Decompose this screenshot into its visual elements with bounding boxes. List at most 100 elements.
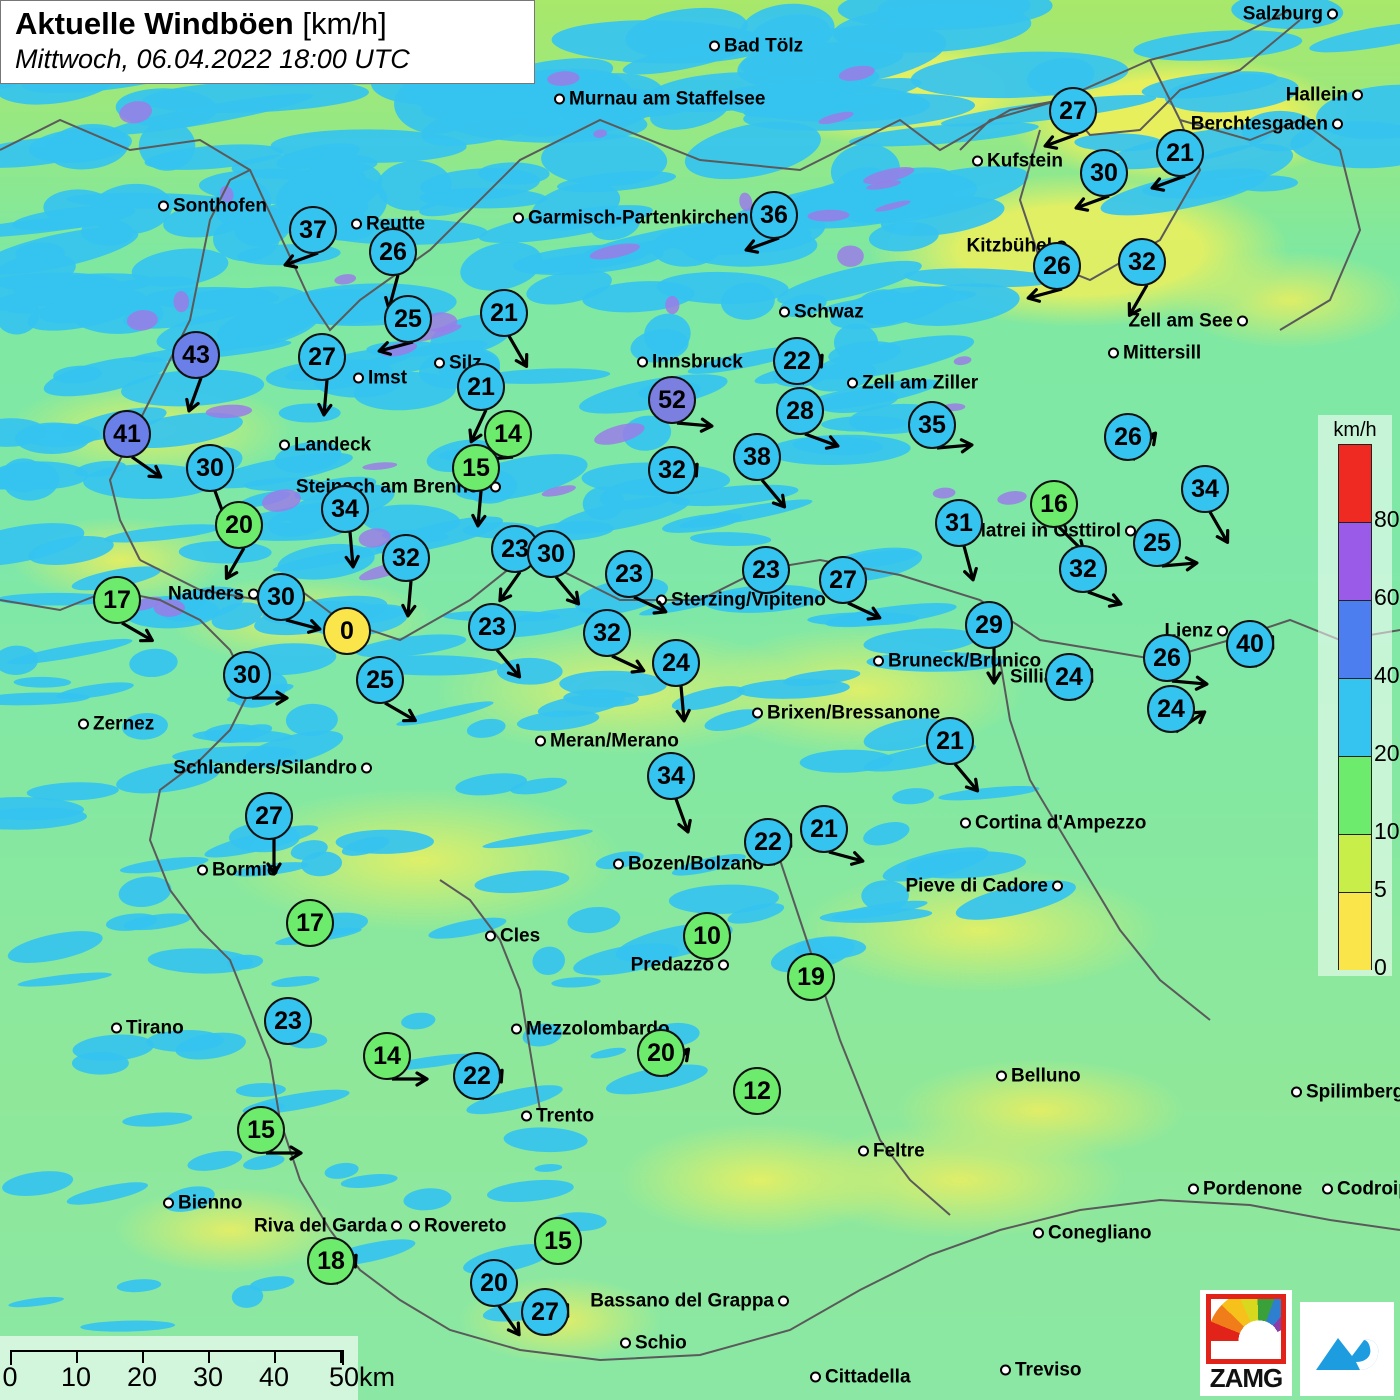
gust-value-badge[interactable]: 27 — [521, 1288, 569, 1336]
gust-value-badge[interactable]: 21 — [480, 289, 528, 337]
gust-value-badge[interactable]: 41 — [103, 410, 151, 458]
gust-value-badge[interactable]: 26 — [1033, 242, 1081, 290]
gust-value-badge[interactable]: 30 — [1080, 149, 1128, 197]
station-marker[interactable]: 0 — [323, 607, 371, 655]
station-marker[interactable]: 32 — [583, 609, 646, 674]
gust-value-badge[interactable]: 34 — [321, 485, 369, 533]
station-marker[interactable]: 26 — [1026, 242, 1081, 303]
station-marker[interactable]: 17 — [286, 899, 334, 947]
gust-value-badge[interactable]: 15 — [534, 1217, 582, 1265]
station-marker[interactable]: 26 — [369, 228, 417, 311]
station-marker[interactable]: 34 — [647, 752, 695, 834]
station-marker[interactable]: 19 — [787, 953, 835, 1001]
gust-value-badge[interactable]: 32 — [648, 446, 696, 494]
station-marker[interactable]: 14 — [363, 1032, 429, 1087]
gust-value-badge[interactable]: 27 — [819, 556, 867, 604]
gust-value-badge[interactable]: 23 — [468, 603, 516, 651]
station-marker[interactable]: 37 — [283, 206, 337, 269]
station-marker[interactable]: 25 — [356, 656, 417, 723]
station-marker[interactable]: 24 — [1147, 685, 1207, 734]
gust-value-badge[interactable]: 30 — [186, 444, 234, 492]
gust-value-badge[interactable]: 17 — [93, 576, 141, 624]
gust-value-badge[interactable]: 40 — [1226, 620, 1274, 668]
station-marker[interactable]: 34 — [1181, 465, 1230, 544]
gust-value-badge[interactable]: 30 — [527, 530, 575, 578]
station-marker[interactable]: 22 — [453, 1052, 504, 1100]
gust-value-badge[interactable]: 35 — [908, 401, 956, 449]
gust-value-badge[interactable]: 20 — [470, 1259, 518, 1307]
station-marker[interactable]: 21 — [457, 363, 505, 444]
gust-value-badge[interactable]: 22 — [773, 337, 821, 385]
station-marker[interactable]: 26 — [1104, 413, 1158, 462]
station-marker[interactable]: 30 — [223, 651, 289, 706]
gust-value-badge[interactable]: 32 — [1059, 545, 1107, 593]
gust-value-badge[interactable]: 38 — [733, 433, 781, 481]
gust-value-badge[interactable]: 52 — [648, 376, 696, 424]
gust-value-badge[interactable]: 23 — [742, 546, 790, 594]
station-marker[interactable]: 32 — [648, 446, 699, 494]
gust-value-badge[interactable]: 26 — [1143, 634, 1191, 682]
station-marker[interactable]: 23 — [605, 550, 668, 615]
station-marker[interactable]: 10 — [683, 912, 731, 960]
station-marker[interactable]: 25 — [377, 295, 432, 356]
gust-value-badge[interactable]: 24 — [1045, 653, 1093, 701]
gust-value-badge[interactable]: 12 — [733, 1067, 781, 1115]
station-marker[interactable]: 24 — [652, 639, 700, 723]
station-marker[interactable]: 27 — [245, 792, 293, 876]
station-marker[interactable]: 26 — [1143, 634, 1209, 691]
gust-value-badge[interactable]: 30 — [257, 573, 305, 621]
gust-value-badge[interactable]: 26 — [369, 228, 417, 276]
station-marker[interactable]: 20 — [470, 1259, 521, 1337]
station-marker[interactable]: 23 — [264, 997, 312, 1045]
station-marker[interactable]: 32 — [1118, 238, 1166, 317]
station-marker[interactable]: 24 — [1045, 653, 1094, 701]
station-marker[interactable]: 32 — [382, 534, 430, 618]
gust-value-badge[interactable]: 24 — [1147, 685, 1195, 733]
gust-value-badge[interactable]: 32 — [1118, 238, 1166, 286]
station-marker[interactable]: 30 — [1074, 149, 1128, 212]
gust-value-badge[interactable]: 0 — [323, 607, 371, 655]
gust-value-badge[interactable]: 32 — [583, 609, 631, 657]
station-marker[interactable]: 52 — [648, 376, 714, 433]
station-marker[interactable]: 21 — [1150, 129, 1204, 192]
gust-value-badge[interactable]: 22 — [744, 818, 792, 866]
gust-value-badge[interactable]: 30 — [223, 651, 271, 699]
station-marker[interactable]: 16 — [1030, 480, 1086, 554]
gust-value-badge[interactable]: 27 — [245, 792, 293, 840]
gust-value-badge[interactable]: 18 — [307, 1237, 355, 1285]
gust-value-badge[interactable]: 24 — [652, 639, 700, 687]
station-marker[interactable]: 30 — [527, 530, 581, 606]
gust-value-badge[interactable]: 19 — [787, 953, 835, 1001]
station-marker[interactable]: 27 — [521, 1288, 570, 1336]
station-marker[interactable]: 23 — [742, 546, 790, 594]
gust-value-badge[interactable]: 10 — [683, 912, 731, 960]
gust-value-badge[interactable]: 34 — [647, 752, 695, 800]
gust-value-badge[interactable]: 27 — [298, 333, 346, 381]
gust-value-badge[interactable]: 23 — [605, 550, 653, 598]
gust-value-badge[interactable]: 27 — [1049, 87, 1097, 135]
station-marker[interactable]: 18 — [307, 1237, 358, 1285]
station-marker[interactable]: 27 — [298, 333, 346, 417]
gust-value-badge[interactable]: 15 — [452, 444, 500, 492]
gust-value-badge[interactable]: 36 — [750, 191, 798, 239]
gust-value-badge[interactable]: 20 — [215, 501, 263, 549]
station-marker[interactable]: 21 — [480, 289, 529, 368]
gust-value-badge[interactable]: 32 — [382, 534, 430, 582]
gust-value-badge[interactable]: 28 — [776, 387, 824, 435]
station-marker[interactable]: 30 — [186, 444, 234, 526]
station-marker[interactable]: 43 — [172, 331, 220, 413]
station-marker[interactable]: 21 — [926, 717, 980, 793]
gust-value-badge[interactable]: 43 — [172, 331, 220, 379]
station-marker[interactable]: 38 — [733, 433, 787, 509]
gust-value-badge[interactable]: 23 — [264, 997, 312, 1045]
gust-value-badge[interactable]: 25 — [384, 295, 432, 343]
station-marker[interactable]: 31 — [935, 499, 983, 582]
station-marker[interactable]: 27 — [819, 556, 882, 621]
gust-value-badge[interactable]: 20 — [637, 1029, 685, 1077]
gust-value-badge[interactable]: 37 — [289, 206, 337, 254]
station-marker[interactable]: 15 — [534, 1217, 582, 1265]
gust-value-badge[interactable]: 21 — [926, 717, 974, 765]
station-marker[interactable]: 32 — [1059, 545, 1123, 608]
station-marker[interactable]: 41 — [103, 410, 163, 479]
gust-value-badge[interactable]: 21 — [1156, 129, 1204, 177]
